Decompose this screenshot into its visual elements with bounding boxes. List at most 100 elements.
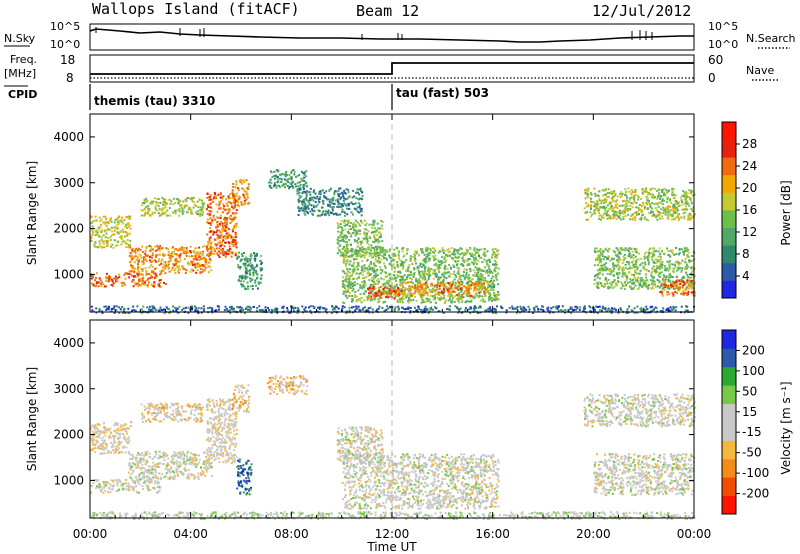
echo-cell	[152, 270, 155, 273]
echo-cell	[692, 259, 695, 262]
echo-cell	[157, 260, 160, 263]
echo-cell	[433, 269, 436, 272]
echo-cell	[298, 210, 301, 212]
echo-cell	[110, 217, 112, 220]
echo-cell	[347, 191, 350, 194]
echo-cell	[176, 260, 179, 262]
echo-cell	[375, 292, 377, 295]
echo-cell	[346, 243, 349, 246]
echo-cell	[625, 199, 628, 202]
echo-cell	[478, 257, 481, 260]
echo-cell	[438, 294, 441, 296]
echo-cell	[400, 262, 403, 265]
echo-cell	[199, 208, 202, 211]
echo-cell	[636, 277, 639, 279]
echo-cell	[216, 229, 219, 232]
echo-cell	[426, 300, 429, 303]
echo-cell	[369, 237, 372, 239]
echo-cell	[659, 258, 662, 261]
echo-cell	[684, 266, 687, 269]
echo-cell	[356, 206, 359, 209]
echo-cell	[245, 198, 248, 201]
echo-cell	[616, 259, 619, 262]
echo-cell	[622, 259, 625, 262]
echo-cell	[688, 261, 691, 263]
echo-cell	[231, 220, 234, 222]
echo-cell	[227, 195, 230, 198]
echo-cell	[644, 252, 647, 255]
echo-cell	[481, 295, 484, 298]
echo-cell	[143, 208, 146, 211]
echo-cell	[677, 268, 680, 271]
echo-cell	[309, 199, 312, 202]
echo-cell	[237, 279, 240, 282]
echo-cell	[366, 238, 369, 241]
echo-cell	[129, 239, 132, 242]
echo-cell	[209, 243, 212, 246]
echo-cell	[458, 273, 461, 276]
echo-cell	[353, 284, 356, 287]
echo-cell	[668, 199, 671, 202]
echo-cell	[426, 257, 429, 260]
echo-cell	[371, 283, 374, 286]
echo-cell	[415, 299, 418, 302]
echo-cell	[675, 206, 678, 209]
echo-cell	[660, 208, 663, 211]
echo-cell	[125, 246, 128, 249]
echo-cell	[213, 248, 216, 251]
echo-cell	[620, 247, 623, 250]
echo-cell	[664, 208, 667, 211]
echo-cell	[219, 217, 222, 219]
echo-cell	[241, 274, 244, 277]
echo-cell	[277, 169, 280, 172]
echo-cell	[640, 257, 643, 260]
echo-cell	[343, 202, 346, 205]
echo-cell	[633, 216, 636, 219]
echo-cell	[630, 273, 633, 276]
echo-cell	[311, 209, 314, 212]
echo-cell	[390, 257, 392, 260]
echo-cell	[433, 264, 436, 266]
echo-cell	[662, 212, 665, 214]
echo-cell	[177, 269, 180, 272]
echo-cell	[447, 248, 450, 251]
echo-cell	[393, 266, 396, 269]
echo-cell	[688, 204, 691, 207]
echo-cell	[476, 284, 479, 287]
echo-cell	[414, 284, 416, 287]
echo-cell	[634, 250, 637, 253]
echo-cell	[681, 201, 684, 203]
echo-cell	[391, 282, 394, 285]
echo-cell	[646, 203, 649, 206]
echo-cell	[453, 266, 456, 268]
echo-cell	[449, 297, 451, 300]
echo-cell	[470, 300, 472, 303]
echo-cell	[629, 278, 632, 281]
echo-cell	[144, 201, 147, 204]
echo-cell	[128, 218, 131, 221]
echo-cell	[669, 286, 672, 289]
echo-cell	[286, 184, 289, 187]
echo-cell	[245, 269, 248, 272]
echo-cell	[341, 191, 343, 194]
echo-cell	[174, 271, 177, 274]
echo-cell	[614, 251, 617, 254]
echo-cell	[370, 223, 373, 226]
echo-cell	[359, 293, 362, 296]
echo-cell	[608, 217, 611, 220]
echo-cell	[185, 250, 188, 253]
echo-cell	[123, 225, 126, 228]
echo-cell	[128, 232, 131, 235]
echo-cell	[666, 267, 669, 270]
echo-cell	[675, 280, 678, 283]
echo-cell	[144, 249, 147, 252]
echo-cell	[270, 187, 273, 189]
echo-cell	[682, 284, 685, 287]
echo-cell	[401, 297, 403, 299]
echo-cell	[98, 240, 101, 243]
echo-cell	[193, 204, 196, 206]
echo-cell	[228, 208, 231, 211]
echo-cell	[393, 274, 395, 277]
echo-cell	[663, 192, 666, 195]
echo-cell	[347, 255, 350, 258]
